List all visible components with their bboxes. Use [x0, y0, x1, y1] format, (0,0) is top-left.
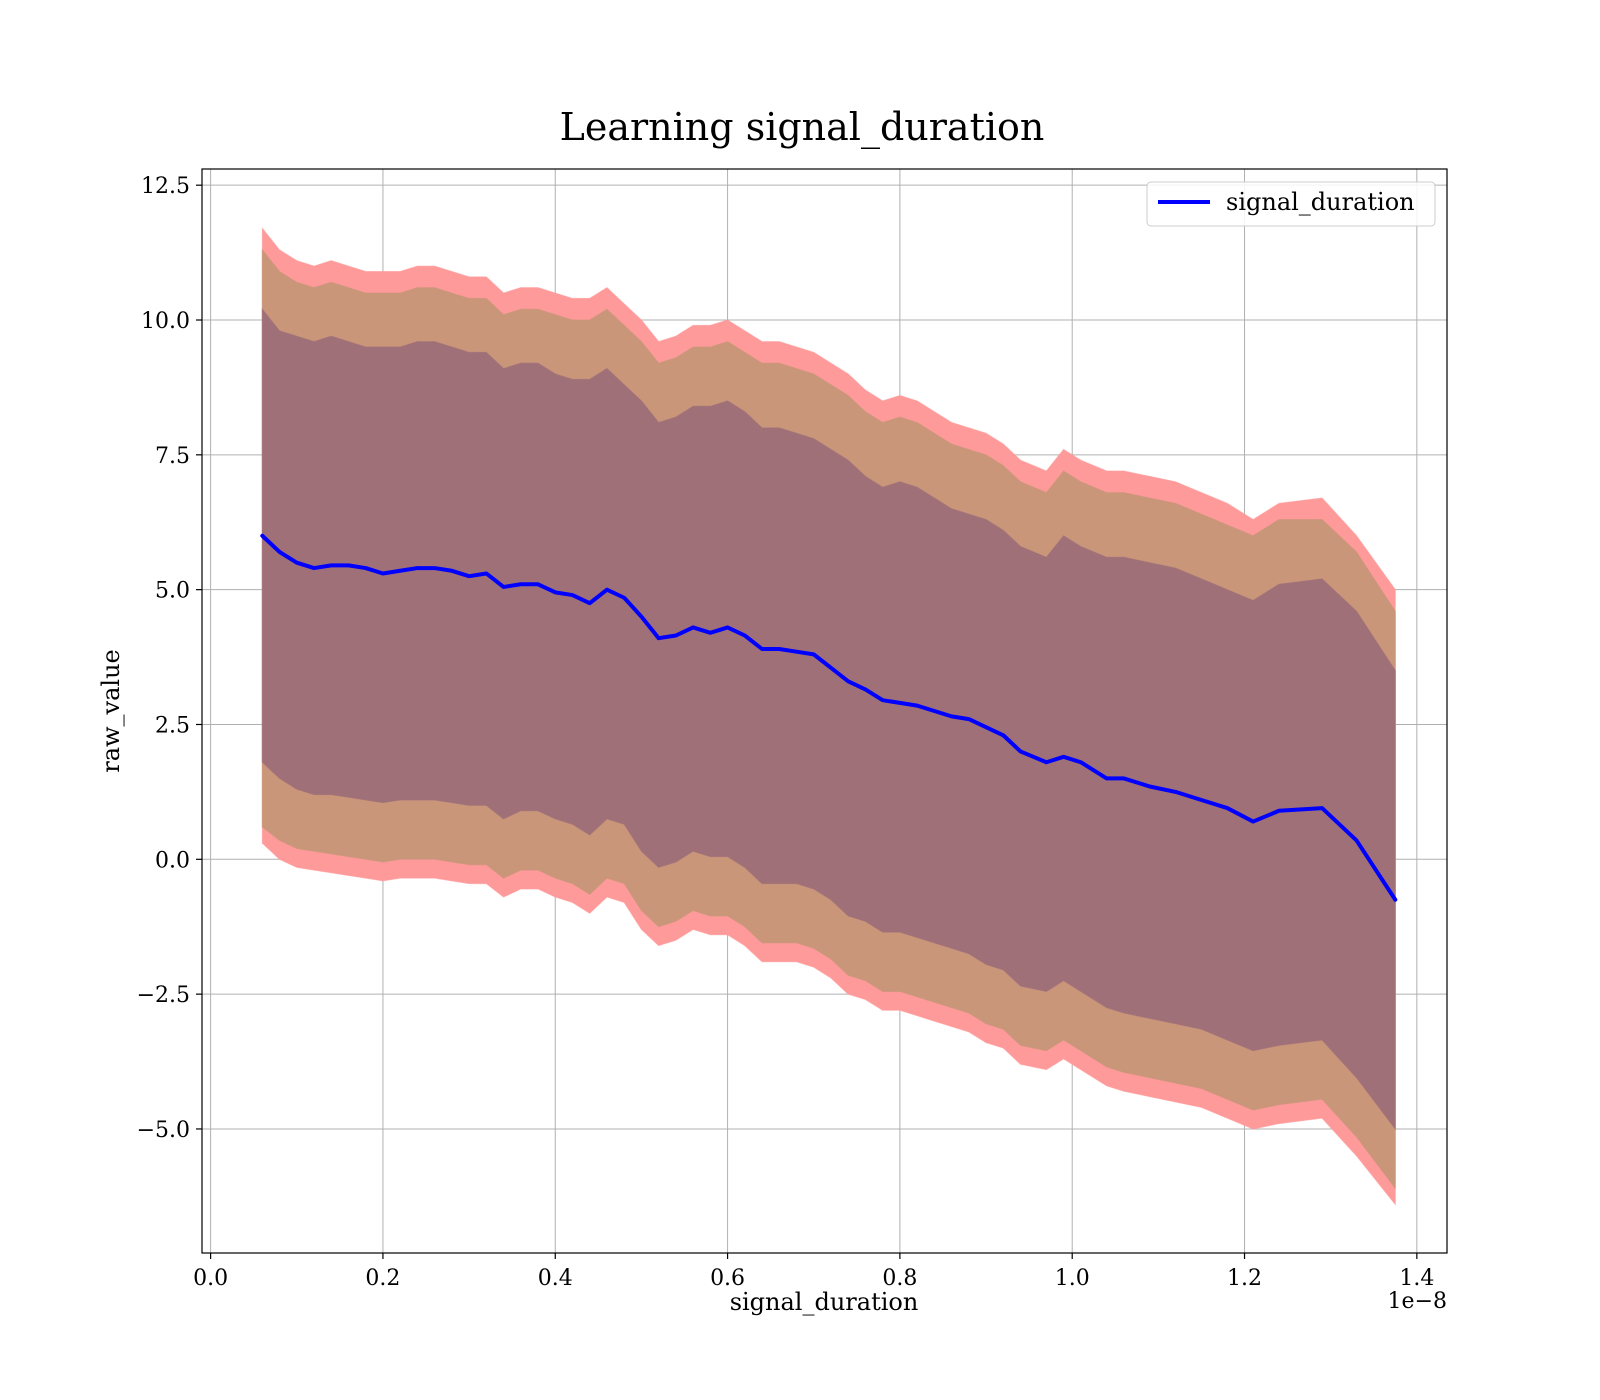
y-tick-label: −5.0 [137, 1118, 190, 1143]
y-tick-label: 2.5 [155, 713, 190, 738]
legend: signal_duration [1146, 181, 1436, 227]
y-tick-label: 10.0 [141, 309, 190, 334]
x-tick-label: 0.0 [193, 1266, 228, 1291]
y-tick-label: 12.5 [141, 174, 190, 199]
series-lines [260, 533, 1398, 902]
x-tick-label: 1.0 [1055, 1266, 1090, 1291]
x-tick-label: 0.4 [538, 1266, 573, 1291]
chart-title: Learning signal_duration [560, 105, 1045, 150]
x-tick-label: 0.6 [710, 1266, 745, 1291]
x-axis-label: signal_duration [730, 1288, 919, 1316]
y-tick-label: 5.0 [155, 579, 190, 604]
x-tick-label: 1.2 [1227, 1266, 1262, 1291]
y-axis-ticks: −5.0 −2.5 0.0 2.5 5.0 7.5 10.0 12.5 [137, 174, 202, 1143]
x-tick-label: 0.8 [882, 1266, 917, 1291]
y-tick-label: 0.0 [155, 848, 190, 873]
x-tick-label: 0.2 [365, 1266, 400, 1291]
x-tick-label: 1.4 [1399, 1266, 1434, 1291]
confidence-bands [261, 226, 1396, 1206]
band-inner [261, 307, 1396, 1131]
y-axis-label: raw_value [97, 649, 125, 773]
x-axis-ticks: 0.0 0.2 0.4 0.6 0.8 1.0 1.2 1.4 [193, 1253, 1434, 1291]
legend-entry-signal-duration: signal_duration [1226, 188, 1415, 216]
plot-frame [201, 168, 1448, 1254]
legend-box [1146, 181, 1436, 227]
series-line-signal-duration [260, 533, 1398, 902]
y-tick-label: 7.5 [155, 444, 190, 469]
y-tick-label: −2.5 [137, 983, 190, 1008]
x-axis-offset-label: 1e−8 [1388, 1289, 1447, 1314]
